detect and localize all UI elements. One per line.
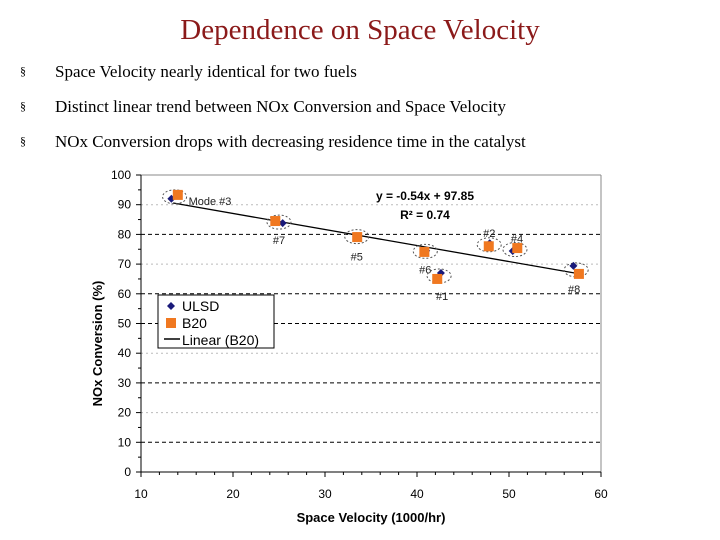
bullet-marker: § [20,134,26,148]
y-tick-label: 10 [118,435,132,449]
b20-point [432,273,443,284]
point-highlight-ellipse [266,214,292,230]
y-axis-label: NOx Conversion (%) [90,281,105,407]
b20-point [352,232,363,243]
x-tick-label: 20 [226,487,240,501]
b20-point [419,246,430,257]
point-highlight-ellipse [426,268,452,284]
x-tick-label: 30 [318,487,332,501]
bullet-marker: § [20,99,26,113]
point-label: #4 [511,234,523,246]
y-tick-label: 90 [118,198,132,212]
y-tick-label: 30 [118,376,132,390]
b20-point [573,268,584,279]
legend-b20-label: B20 [182,315,207,331]
b20-point [270,216,281,227]
point-highlight-ellipse [344,229,370,245]
ulsd-point [569,261,578,270]
y-tick-label: 80 [118,227,132,241]
b20-point [483,241,494,252]
trendline [173,202,580,275]
point-highlight-ellipse [412,243,438,259]
point-label: #1 [436,291,448,303]
point-label: #8 [568,284,580,296]
ulsd-point [278,219,287,228]
legend-linear-label: Linear (B20) [182,332,259,348]
b20-point [512,243,523,254]
point-label: #2 [483,228,495,240]
point-label: #5 [351,252,363,264]
legend-b20-marker [166,318,176,328]
y-tick-label: 40 [118,346,132,360]
trend-equation: y = -0.54x + 97.85 [376,189,474,203]
point-highlight-ellipse [476,237,502,253]
point-highlight-ellipse [162,189,188,205]
y-tick-label: 0 [124,465,131,479]
legend-ulsd-marker [167,302,175,310]
b20-point [172,189,183,200]
bullet-text: NOx Conversion drops with decreasing res… [55,132,526,151]
y-tick-label: 70 [118,257,132,271]
x-axis-label: Space Velocity (1000/hr) [297,510,446,525]
y-tick-label: 20 [118,406,132,420]
point-label: Mode #3 [189,196,232,208]
legend-ulsd-label: ULSD [182,298,219,314]
point-highlight-ellipse [502,242,528,258]
bullet-marker: § [20,64,26,78]
r-squared: R² = 0.74 [400,208,450,222]
y-tick-label: 100 [111,168,131,182]
point-highlight-ellipse [563,262,589,278]
point-label: #7 [273,235,285,247]
x-tick-label: 40 [410,487,424,501]
x-tick-label: 10 [134,487,148,501]
bullet-text: Space Velocity nearly identical for two … [55,62,357,81]
point-label: #6 [419,264,431,276]
x-tick-label: 60 [594,487,608,501]
x-tick-label: 50 [502,487,516,501]
y-tick-label: 50 [118,317,132,331]
slide-title: Dependence on Space Velocity [180,14,540,46]
bullet-text: Distinct linear trend between NOx Conver… [55,97,507,116]
y-tick-label: 60 [118,287,132,301]
